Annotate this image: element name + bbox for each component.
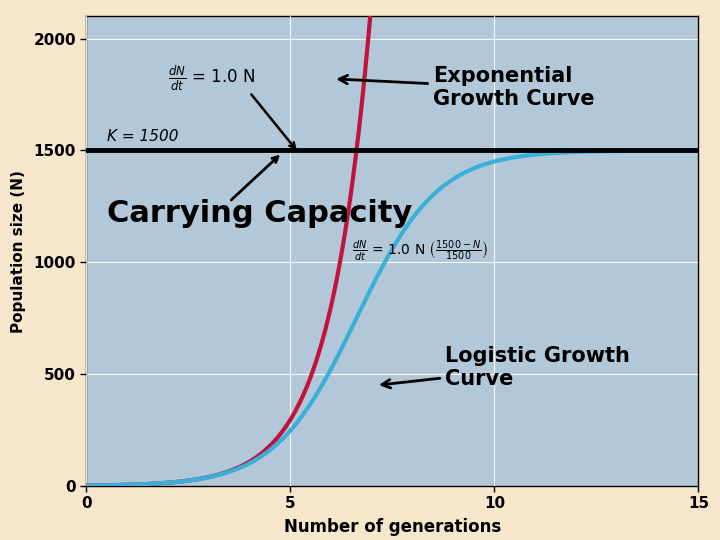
X-axis label: Number of generations: Number of generations <box>284 518 501 536</box>
Text: Exponential
Growth Curve: Exponential Growth Curve <box>339 66 595 110</box>
Y-axis label: Population size (N): Population size (N) <box>12 170 27 333</box>
Text: Logistic Growth
Curve: Logistic Growth Curve <box>382 346 630 389</box>
Text: $\frac{dN}{dt}$ = 1.0 N $\left(\frac{1500 - N}{1500}\right)$: $\frac{dN}{dt}$ = 1.0 N $\left(\frac{150… <box>351 239 487 264</box>
Text: K = 1500: K = 1500 <box>107 129 179 144</box>
Text: Carrying Capacity: Carrying Capacity <box>107 199 412 227</box>
Text: $\frac{dN}{dt}$ = 1.0 N: $\frac{dN}{dt}$ = 1.0 N <box>168 64 255 93</box>
